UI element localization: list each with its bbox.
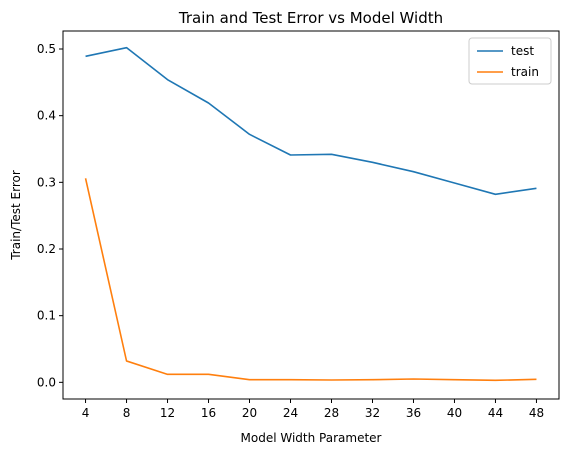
series-line-train [84,178,537,382]
plot-area [84,46,537,382]
plot-frame [62,30,560,400]
chart-title: Train and Test Error vs Model Width [178,9,443,27]
x-tick-label: 16 [201,406,216,420]
x-tick-label: 8 [123,406,131,420]
x-tick-label: 28 [324,406,339,420]
x-tick-label: 32 [365,406,380,420]
y-tick-label: 0.0 [37,375,56,389]
series-line-test [85,46,537,196]
x-tick-label: 20 [242,406,257,420]
legend: test train [468,37,552,85]
y-tick-label: 0.5 [37,42,56,56]
legend-label-test: test [511,44,534,58]
y-axis-label: Train/Test Error [9,170,23,261]
x-tick-label: 48 [529,406,544,420]
legend-label-train: train [511,65,539,79]
x-tick-label: 36 [406,406,421,420]
x-tick-label: 40 [447,406,462,420]
x-tick-label: 4 [82,406,90,420]
y-axis: 0.0 0.1 0.2 0.3 0.4 0.5 [37,42,63,389]
x-tick-label: 24 [283,406,298,420]
y-tick-label: 0.4 [37,109,56,123]
x-tick-label: 44 [488,406,503,420]
x-tick-label: 12 [160,406,175,420]
y-tick-label: 0.3 [37,175,56,189]
y-tick-label: 0.1 [37,309,56,323]
x-axis-label: Model Width Parameter [241,431,382,445]
x-axis: 4 8 12 16 20 24 28 32 36 40 44 48 [82,399,544,420]
y-tick-label: 0.2 [37,242,56,256]
